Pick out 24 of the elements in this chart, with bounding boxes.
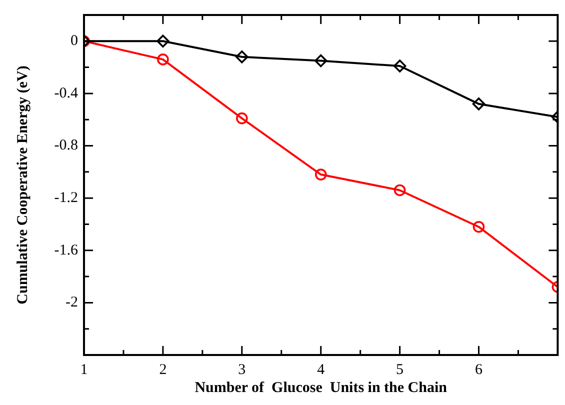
point — [236, 112, 248, 124]
y-tick-label: -0.4 — [54, 85, 78, 102]
point — [157, 54, 169, 66]
x-tick-label: 6 — [475, 362, 483, 378]
point — [393, 60, 406, 72]
y-tick-label: -1.6 — [54, 242, 78, 258]
point — [314, 54, 328, 68]
x-tick-label: 5 — [396, 362, 404, 378]
x-tick-label: 3 — [238, 362, 246, 378]
x-axis-title: Number of Glucose Units in the Chain — [194, 380, 448, 396]
x-tick-label: 4 — [317, 362, 326, 378]
x-tick-label: 2 — [159, 362, 167, 378]
y-axis-title: Cumulative Cooperative Energy (eV) — [14, 66, 31, 304]
point — [472, 98, 486, 110]
y-tick-label: -2 — [66, 294, 78, 311]
y-tick-label: 0 — [70, 33, 78, 50]
point — [394, 184, 406, 196]
y-tick-label: -1.2 — [54, 190, 78, 206]
point — [314, 168, 327, 180]
point — [236, 50, 248, 64]
x-tick-label: 1 — [80, 362, 88, 378]
point — [156, 34, 170, 48]
y-tick-label: -0.8 — [54, 138, 78, 154]
point — [472, 220, 485, 233]
